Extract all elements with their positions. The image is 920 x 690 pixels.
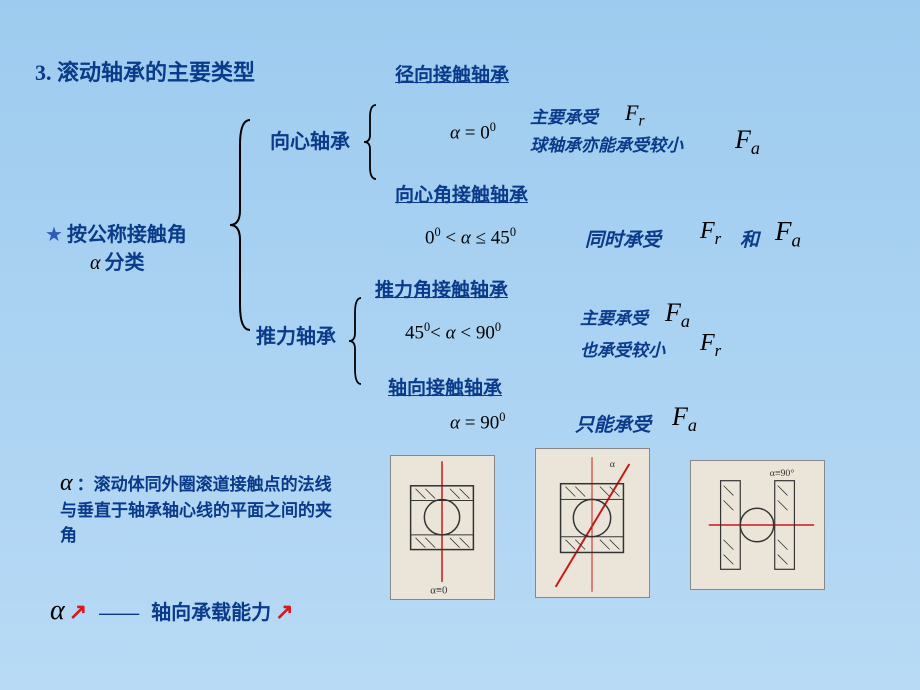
brace-large [225, 115, 255, 335]
alpha-definition: ：滚动体同外圈滚道接触点的法线与垂直于轴承轴心线的平面之间的夹角 [60, 475, 332, 545]
alpha-arrow-symbol: α [50, 595, 65, 626]
radial-Fr: Fr [625, 100, 644, 130]
page-title: 3. 滚动轴承的主要类型 [35, 55, 255, 87]
angular-formula: 00 < α ≤ 450 [425, 225, 516, 249]
thrust-angular-Fr: Fr [700, 330, 721, 361]
thrust-angular-formula: 450< α < 900 [405, 320, 501, 344]
svg-text:α: α [610, 459, 615, 470]
diagram-thrust: α≡90° [690, 460, 825, 590]
arrow-up-icon-1 [69, 606, 87, 623]
alpha-def-symbol: α [60, 470, 73, 496]
angular-desc: 同时承受 [585, 225, 661, 252]
brace-small-2 [345, 295, 365, 387]
radial-Fa: Fa [735, 125, 760, 159]
branch1-label: 向心轴承 [270, 125, 350, 154]
axial-desc: 只能承受 [575, 410, 651, 437]
svg-text:α≡90°: α≡90° [770, 468, 795, 479]
diagram-angular: α [535, 448, 650, 598]
axial-capacity-label: 轴向承载能力 [151, 602, 271, 624]
radial-formula: α = 00 [450, 120, 496, 144]
dash-separator: —— [99, 602, 139, 624]
thrust-angular-Fa: Fa [665, 298, 690, 332]
axial-formula: α = 900 [450, 410, 505, 434]
classification-line2: 分类 [105, 252, 145, 274]
arrow-up-icon-2 [275, 606, 293, 623]
radial-desc2: 球轴承亦能承受较小 [530, 131, 683, 156]
branch2-label: 推力轴承 [256, 320, 336, 349]
classification-line1: 按公称接触角 [67, 224, 187, 246]
angular-Fa: Fa [775, 216, 801, 252]
thrust-angular-heading: 推力角接触轴承 [375, 275, 508, 302]
thrust-angular-desc1: 主要承受 [580, 304, 648, 329]
star-icon: ★ [45, 224, 63, 246]
thrust-angular-desc2: 也承受较小 [580, 336, 665, 361]
angular-and: 和 [740, 225, 759, 252]
alpha-symbol: α [90, 252, 101, 274]
radial-contact-heading: 径向接触轴承 [395, 60, 509, 87]
radial-desc1: 主要承受 [530, 103, 598, 128]
svg-text:α≡0: α≡0 [430, 585, 447, 597]
diagram-radial: α≡0 [390, 455, 495, 600]
brace-small-1 [360, 102, 380, 182]
axial-contact-heading: 轴向接触轴承 [388, 373, 502, 400]
axial-Fa: Fa [672, 402, 697, 436]
angular-contact-heading: 向心角接触轴承 [395, 180, 528, 207]
angular-Fr: Fr [700, 218, 721, 249]
